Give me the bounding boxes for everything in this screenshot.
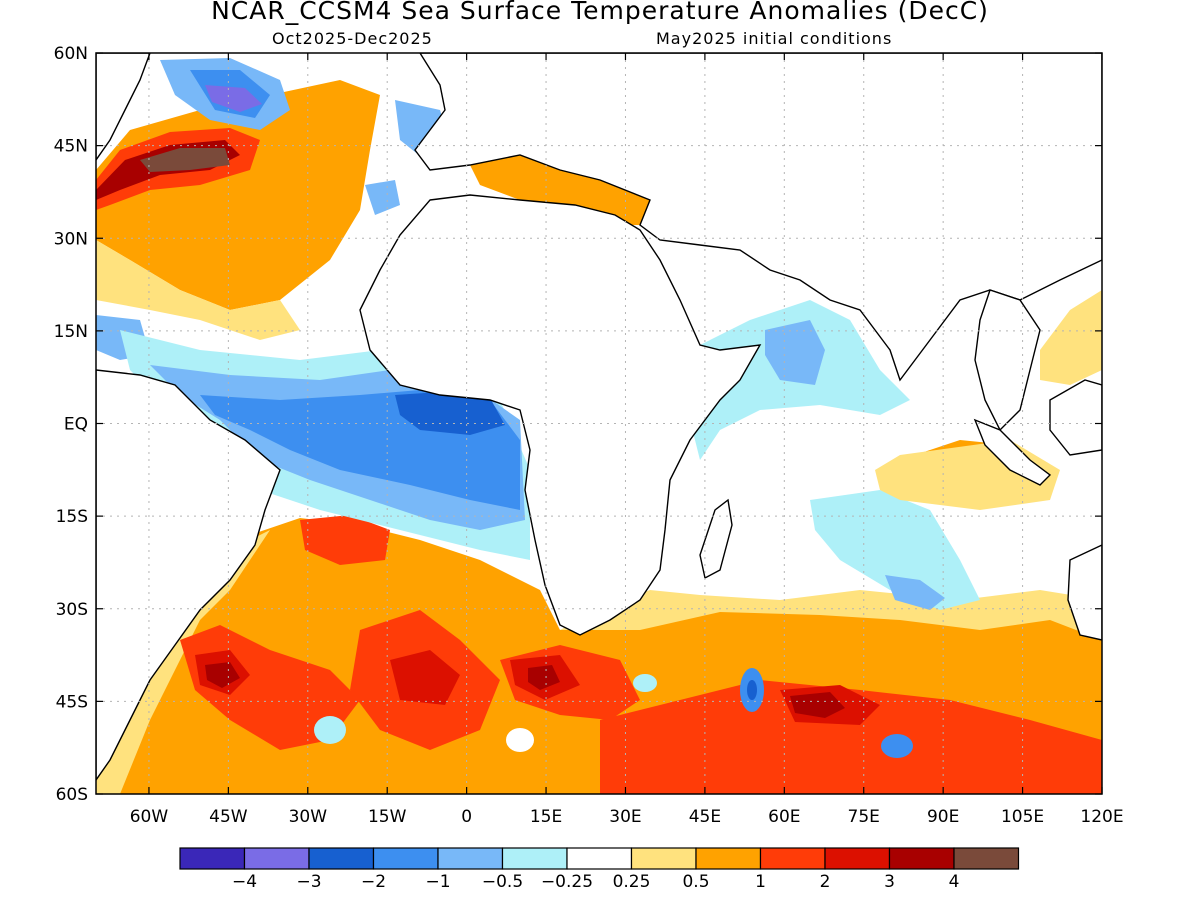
africa-land — [359, 194, 762, 636]
lat-tick-label: 45S — [56, 692, 88, 712]
lat-tick-label: 30S — [56, 600, 88, 620]
eddy-2 — [881, 734, 913, 758]
indochina-land — [974, 289, 1041, 432]
colorbar-swatch — [243, 847, 310, 870]
colorbar-label: −2 — [361, 872, 386, 892]
max-core-1 — [205, 662, 240, 688]
sumatra-land — [973, 418, 1052, 486]
lat-tick-label: 60S — [56, 785, 88, 805]
lon-tick-label: 45W — [209, 807, 248, 827]
red-core-indian-south — [600, 680, 1102, 794]
colorbar-label: −0.25 — [541, 872, 593, 892]
lon-tick-label: 60E — [768, 807, 800, 827]
eddy-1-core — [747, 680, 757, 700]
eq-atlantic-blue-core — [395, 392, 505, 435]
colorbar-swatch — [437, 847, 504, 870]
colorbar-swatch — [308, 847, 375, 870]
lon-tick-label: 30E — [609, 807, 641, 827]
lat-tick-label: 15N — [54, 322, 88, 342]
colorbar-swatch — [695, 847, 762, 870]
lon-tick-label: 45E — [689, 807, 721, 827]
colorbar-label: −1 — [425, 872, 450, 892]
colorbar-label: 0.25 — [613, 872, 651, 892]
colorbar-label: −0.5 — [482, 872, 523, 892]
lon-tick-label: 60W — [130, 807, 169, 827]
south-atlantic-pale — [96, 530, 270, 794]
colorbar-swatch — [630, 847, 697, 870]
madagascar-land — [699, 498, 733, 580]
lon-tick-label: 105E — [1001, 807, 1044, 827]
lat-tick-label: 15S — [56, 507, 88, 527]
colorbar-label: 4 — [949, 872, 960, 892]
south-america-land — [96, 369, 281, 782]
arabian-sea-blue — [765, 320, 825, 385]
lon-tick-label: 15E — [530, 807, 562, 827]
lon-tick-label: 75E — [848, 807, 880, 827]
red-core-west-atl — [300, 515, 390, 565]
subpolar-cold-core — [205, 85, 262, 112]
lat-tick-label: 45N — [54, 137, 88, 157]
colorbar-label: 2 — [820, 872, 831, 892]
anomaly-field — [96, 53, 1102, 794]
colorbar-swatch — [759, 847, 826, 870]
azores-blue — [365, 180, 400, 215]
initial-conditions: May2025 initial conditions — [656, 29, 893, 48]
colorbar-swatch — [372, 847, 439, 870]
north-atlantic-pale — [96, 240, 300, 340]
australia-land — [1067, 544, 1102, 641]
max-core-3 — [790, 692, 845, 718]
colorbar-swatch — [953, 847, 1020, 870]
colorbar-label: −4 — [232, 872, 257, 892]
colorbar-label: 1 — [755, 872, 766, 892]
lat-tick-label: 30N — [54, 229, 88, 249]
lon-tick-label: 15W — [368, 807, 407, 827]
colorbar-swatch — [179, 847, 246, 870]
eddy-4 — [506, 728, 534, 752]
lon-tick-label: 30W — [289, 807, 328, 827]
colorbar: −4 −3 −2 −1 −0.5 −0.25 0.25 0.5 1 2 3 4 — [179, 847, 1020, 892]
map-title: NCAR_CCSM4 Sea Surface Temperature Anoma… — [211, 0, 989, 25]
eddy-5 — [633, 674, 657, 692]
lon-tick-label: 0 — [461, 807, 472, 827]
med-warm — [470, 155, 650, 225]
forecast-period: Oct2025-Dec2025 — [272, 29, 433, 48]
colorbar-swatch — [501, 847, 568, 870]
north-america-land — [96, 53, 151, 162]
colorbar-label: 3 — [884, 872, 895, 892]
lat-tick-label: 60N — [54, 44, 88, 64]
south-indian-blue-small — [885, 575, 945, 610]
colorbar-swatch — [824, 847, 891, 870]
borneo-land — [1049, 379, 1102, 456]
colorbar-swatch — [888, 847, 955, 870]
lon-tick-label: 120E — [1080, 807, 1123, 827]
south-indian-cyan — [810, 490, 980, 610]
colorbar-swatch — [566, 847, 633, 870]
latitude-axis: 60N 45N 30N 15N EQ 15S 30S 45S 60S — [54, 44, 1102, 805]
lon-tick-label: 90E — [927, 807, 959, 827]
nw-atlantic-max — [140, 148, 230, 172]
south-china-sea-pale — [1040, 290, 1102, 385]
max-core-2 — [528, 665, 560, 690]
dark-red-core-2 — [390, 650, 460, 705]
lat-tick-label: EQ — [64, 415, 88, 435]
colorbar-label: 0.5 — [682, 872, 709, 892]
eddy-3 — [314, 716, 346, 744]
colorbar-label: −3 — [296, 872, 321, 892]
longitude-axis: 60W 45W 30W 15W 0 15E 30E 45E 60E 75E 90E 105E 120E — [130, 53, 1124, 827]
